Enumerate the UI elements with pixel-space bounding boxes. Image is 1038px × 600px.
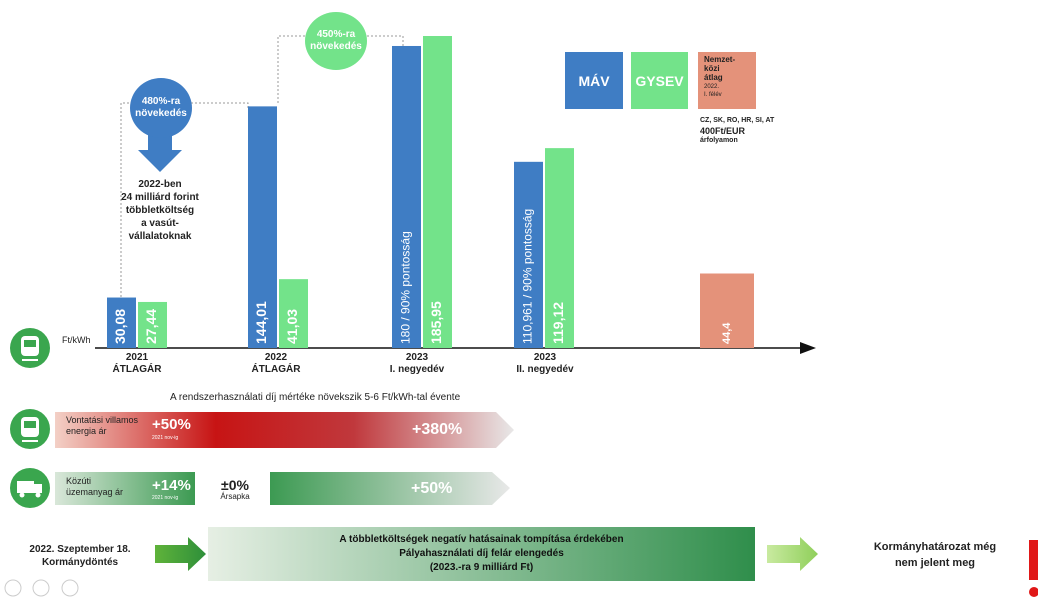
fuel-row-label-line: üzemanyag ár — [66, 487, 124, 497]
fuel-cap-value: ±0% — [221, 477, 249, 493]
energy-first-sub: 2021 nov-ig — [152, 435, 179, 441]
bubble-line1: 450%-ra — [316, 29, 356, 40]
truck-icon — [10, 468, 50, 508]
bar-m-v — [392, 45, 421, 348]
bar-nemzetk-zi-tlag — [700, 273, 754, 348]
fuel-first-sub: 2021 nov-ig — [152, 495, 179, 501]
bar-m-v — [107, 297, 136, 348]
note-line: 2022-ben — [138, 179, 182, 190]
train-icon — [10, 409, 50, 449]
bubble-line2: növekedés — [310, 41, 362, 52]
unit-label: Ft/kWh — [62, 335, 91, 345]
measure-line: Pályahasználati díj felár elengedés — [399, 548, 564, 559]
fuel-cap-change: ±0% Ársapka — [210, 478, 260, 502]
legend-mav: MÁV — [565, 52, 623, 109]
right-arrow-left — [155, 537, 206, 571]
exclamation-mark-dot — [1029, 587, 1038, 597]
bar-gysev — [138, 301, 167, 348]
bar-gysev — [279, 279, 308, 348]
note-line: többletköltség — [125, 205, 195, 216]
bar-value-label: 27,44 — [143, 309, 159, 344]
fuel-row-label-line: Közúti — [66, 476, 92, 486]
category-label-line1: 2023 — [533, 352, 557, 363]
energy-row-label-line: energia ár — [66, 426, 107, 436]
energy-second-change: +380% — [412, 421, 463, 438]
fuel-second-change: +50% — [411, 480, 453, 497]
extra-cost-note: 2022-ben 24 milliárd forint többletkölts… — [100, 178, 220, 243]
legend-note-line: CZ, SK, RO, HR, SI, AT — [700, 117, 775, 124]
legend-intl-line: Nemzet- — [704, 55, 736, 64]
fuel-first-change: +14% — [152, 477, 191, 494]
fuel-row-label: Közúti üzemanyag ár — [66, 476, 123, 498]
bar-value-label: 185,95 — [428, 301, 444, 344]
legend-gysev: GYSEV — [631, 52, 688, 109]
fuel-price-band-first — [55, 472, 195, 505]
note-line: 24 milliárd forint — [121, 192, 199, 203]
train-icon — [10, 328, 50, 368]
bar-value-label: 180 / 90% pontosság — [399, 231, 413, 344]
footer-icon — [32, 579, 50, 597]
down-arrow-pointer — [138, 130, 182, 172]
legend-intl-line: I. félév — [704, 92, 722, 98]
category-label-line1: 2021 — [125, 352, 149, 363]
x-axis-arrowhead — [800, 342, 816, 354]
right-arrow-right — [767, 537, 818, 571]
legend-note-line: 400Ft/EUR — [700, 126, 746, 136]
footer-icon — [61, 579, 79, 597]
legend-intl-line: közi — [704, 64, 720, 73]
legend-note-line: árfolyamon — [700, 137, 738, 144]
category-label: 2022 ÁTLAGÁR — [236, 352, 316, 376]
category-label: 2021 ÁTLAGÁR — [97, 352, 177, 376]
bubble-line1: 480%-ra — [141, 96, 181, 107]
category-label: 2023 II. negyedév — [500, 352, 590, 376]
category-label-line2: I. negyedév — [389, 364, 445, 375]
note-line: vállalatoknak — [128, 231, 192, 242]
government-decision-line: 2022. Szeptember 18. — [29, 544, 131, 555]
bar-value-label: 30,08 — [112, 309, 128, 344]
measure-box-text: A többletköltségek negatív hatásainak to… — [208, 533, 755, 575]
government-decision: 2022. Szeptember 18. Kormánydöntés — [20, 543, 140, 569]
category-label: 2023 I. negyedév — [377, 352, 457, 376]
measure-box — [208, 527, 755, 581]
bar-gysev — [423, 36, 452, 348]
footer-icon — [4, 579, 22, 597]
energy-first-change: +50% — [152, 416, 191, 433]
bar-m-v — [514, 161, 543, 348]
resolution-status-line: nem jelent meg — [894, 557, 976, 569]
bar-value-label: 41,03 — [284, 309, 300, 344]
resolution-status: Kormányhatározat még nem jelent meg — [850, 539, 1020, 571]
category-label-line2: II. negyedév — [516, 364, 574, 375]
category-label-line2: ÁTLAGÁR — [112, 364, 162, 375]
fee-note: A rendszerhasználati díj mértéke növeksz… — [170, 392, 461, 403]
fuel-price-band-second — [270, 472, 510, 505]
energy-row-label-line: Vontatási villamos — [66, 415, 139, 425]
growth-bubble-480: 480%-ra növekedés — [130, 78, 192, 138]
measure-line: A többletköltségek negatív hatásainak to… — [339, 534, 624, 545]
resolution-status-line: Kormányhatározat még — [873, 541, 997, 553]
category-label-line2: ÁTLAGÁR — [251, 364, 301, 375]
exclamation-mark-bar — [1029, 540, 1038, 580]
bar-gysev — [545, 148, 574, 348]
bubble-line2: növekedés — [135, 108, 187, 119]
fuel-cap-sub: Ársapka — [220, 492, 250, 501]
energy-price-band — [55, 412, 514, 448]
energy-row-label: Vontatási villamos energia ár — [66, 415, 138, 437]
note-line: a vasút- — [141, 218, 179, 229]
government-decision-line: Kormánydöntés — [41, 557, 119, 568]
measure-line: (2023.-ra 9 milliárd Ft) — [429, 562, 534, 573]
legend-note: CZ, SK, RO, HR, SI, AT 400Ft/EUR árfolya… — [700, 116, 774, 146]
category-label-line1: 2023 — [405, 352, 429, 363]
bar-value-label: 44,4 — [721, 322, 733, 344]
bar-value-label: 110,961 / 90% pontosság — [521, 209, 535, 344]
legend-intl-line: 2022. — [704, 84, 720, 90]
bar-m-v — [248, 106, 277, 349]
legend-intl-line: átlag — [704, 73, 723, 82]
bar-value-label: 144,01 — [253, 301, 269, 344]
category-label-line1: 2022 — [264, 352, 288, 363]
bar-value-label: 119,12 — [550, 302, 566, 344]
legend-intl: Nemzet- közi átlag 2022. I. félév — [698, 52, 756, 109]
fuel-price-band-cap — [195, 472, 270, 505]
growth-bubble-450: 450%-ra növekedés — [305, 12, 367, 70]
